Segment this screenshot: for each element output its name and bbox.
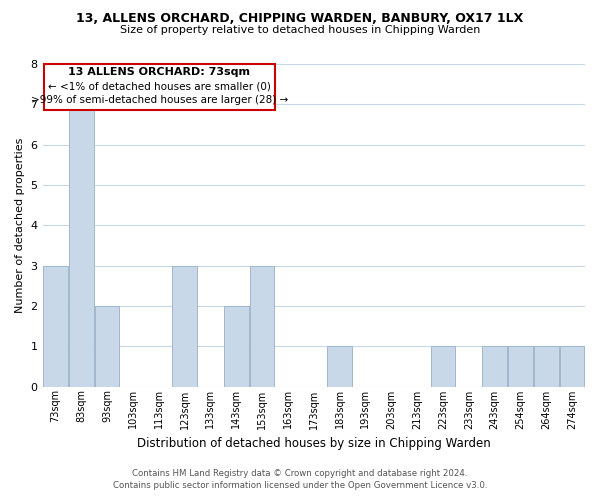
Bar — [69, 104, 94, 386]
Bar — [172, 266, 197, 386]
Bar — [431, 346, 455, 387]
Bar — [224, 306, 248, 386]
Bar — [250, 266, 274, 386]
Bar — [534, 346, 559, 387]
Bar — [560, 346, 584, 387]
Bar — [482, 346, 507, 387]
Text: >99% of semi-detached houses are larger (28) →: >99% of semi-detached houses are larger … — [31, 94, 288, 104]
Bar — [43, 266, 68, 386]
Y-axis label: Number of detached properties: Number of detached properties — [15, 138, 25, 313]
Bar — [508, 346, 533, 387]
FancyBboxPatch shape — [44, 64, 275, 110]
Text: Size of property relative to detached houses in Chipping Warden: Size of property relative to detached ho… — [120, 25, 480, 35]
Bar — [328, 346, 352, 387]
Text: 13, ALLENS ORCHARD, CHIPPING WARDEN, BANBURY, OX17 1LX: 13, ALLENS ORCHARD, CHIPPING WARDEN, BAN… — [76, 12, 524, 26]
Text: 13 ALLENS ORCHARD: 73sqm: 13 ALLENS ORCHARD: 73sqm — [68, 67, 250, 77]
Text: Contains HM Land Registry data © Crown copyright and database right 2024.: Contains HM Land Registry data © Crown c… — [132, 468, 468, 477]
Bar — [95, 306, 119, 386]
X-axis label: Distribution of detached houses by size in Chipping Warden: Distribution of detached houses by size … — [137, 437, 491, 450]
Text: Contains public sector information licensed under the Open Government Licence v3: Contains public sector information licen… — [113, 481, 487, 490]
Text: ← <1% of detached houses are smaller (0): ← <1% of detached houses are smaller (0) — [48, 82, 271, 92]
